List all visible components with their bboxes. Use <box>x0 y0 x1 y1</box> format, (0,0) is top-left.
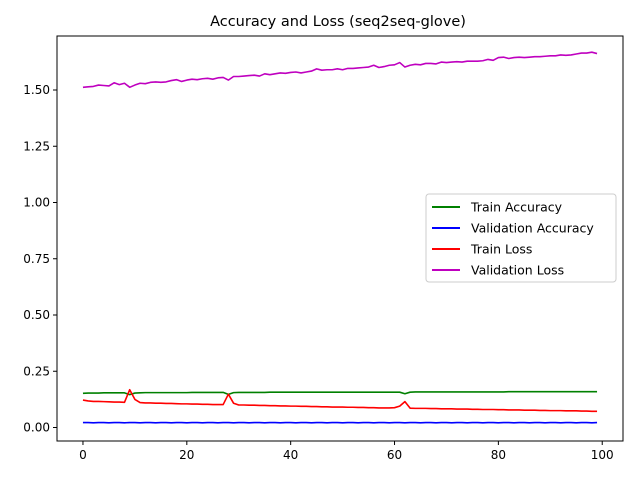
legend-label-train-accuracy: Train Accuracy <box>470 200 563 215</box>
x-tick-label: 80 <box>491 448 506 462</box>
y-tick-label: 0.50 <box>23 308 50 322</box>
legend-box <box>425 193 617 283</box>
x-tick-label: 60 <box>387 448 402 462</box>
y-tick-label: 1.25 <box>23 139 50 153</box>
plot-frame <box>56 35 624 442</box>
x-axis: 0 20 40 60 80 100 <box>79 441 614 462</box>
legend: Train Accuracy Validation Accuracy Train L… <box>425 193 617 283</box>
legend-label-train-loss: Train Loss <box>470 242 532 257</box>
x-tick-label: 40 <box>283 448 298 462</box>
series-line-validation-loss <box>82 51 598 89</box>
y-axis: 0.00 0.25 0.50 0.75 1.00 1.25 1.50 <box>23 83 57 435</box>
series-line-train-accuracy <box>82 390 598 396</box>
chart-title: Accuracy and Loss (seq2seq-glove) <box>210 14 466 30</box>
legend-label-validation-loss: Validation Loss <box>471 263 564 278</box>
x-tick-label: 20 <box>179 448 194 462</box>
y-tick-label: 1.00 <box>23 196 50 210</box>
y-tick-label: 0.00 <box>23 421 50 435</box>
legend-label-validation-accuracy: Validation Accuracy <box>471 221 594 236</box>
y-tick-label: 0.25 <box>23 364 50 378</box>
y-tick-label: 1.50 <box>23 83 50 97</box>
series-line-train-loss <box>82 388 598 413</box>
x-tick-label: 100 <box>591 448 614 462</box>
plot-series <box>82 51 598 424</box>
x-tick-label: 0 <box>79 448 87 462</box>
y-tick-label: 0.75 <box>23 252 50 266</box>
